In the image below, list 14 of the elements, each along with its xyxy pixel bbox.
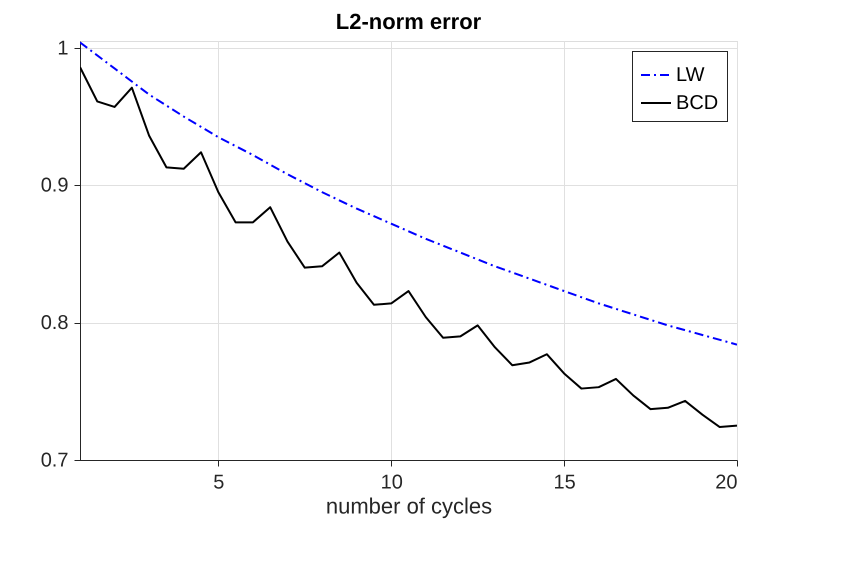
y-tick-label: 1 [57, 37, 68, 60]
line-series [80, 41, 737, 346]
legend-label: BCD [676, 92, 718, 114]
y-tick-label: 0.9 [40, 174, 68, 197]
x-tick-label: 10 [380, 472, 403, 494]
x-tick-label: 5 [213, 472, 224, 494]
chart-title: L2-norm error [336, 8, 482, 34]
legend-label: LW [676, 64, 705, 86]
x-tick-label: 20 [715, 472, 738, 494]
y-tick-label: 0.7 [40, 450, 68, 472]
x-tick-label: 15 [553, 472, 576, 494]
line-series [80, 66, 737, 428]
x-axis-title: number of cycles [326, 494, 492, 518]
y-tick-label: 0.8 [40, 312, 68, 334]
